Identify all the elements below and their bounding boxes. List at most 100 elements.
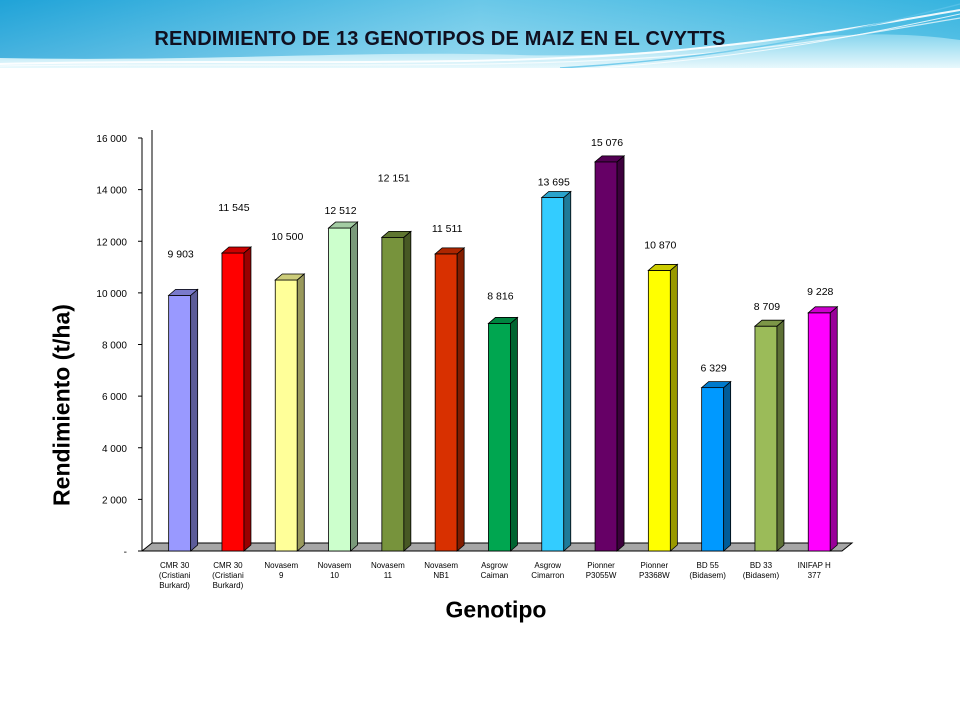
y-axis-label: Rendimiento (t/ha) (48, 304, 75, 506)
bar-front (168, 294, 192, 552)
bar-top (327, 221, 359, 229)
bar-side (403, 230, 412, 552)
bar-top (274, 273, 306, 281)
bar-value-label: 12 151 (378, 172, 410, 184)
x-tick-label: Caiman (481, 571, 509, 580)
x-tick-label: BD 55 (697, 561, 720, 570)
y-tick-label: 6 000 (102, 392, 127, 403)
x-tick-label: 10 (330, 571, 339, 580)
x-tick-label: INIFAP H (798, 561, 831, 570)
y-tick-label: 2 000 (102, 495, 127, 506)
bar-top (647, 264, 679, 271)
x-tick-label: (Bidasem) (689, 571, 726, 580)
x-tick-label: (Cristiani (212, 571, 244, 580)
bar-top (540, 191, 572, 198)
x-tick-label: Pionner (587, 561, 615, 570)
bar-value-label: 13 695 (538, 176, 570, 188)
bar-top (220, 246, 253, 254)
bar-top (593, 155, 626, 163)
bar-front (221, 252, 245, 552)
bar-side (776, 319, 785, 552)
bar-top (380, 230, 412, 238)
bar-front (541, 197, 565, 552)
x-tick-label: Pionner (641, 561, 669, 570)
x-tick-label: Asgrow (481, 561, 508, 570)
x-tick-label: NB1 (433, 571, 449, 580)
x-tick-label: Novasem (264, 561, 298, 570)
chart-value-labels: 9 903 11 545 10 500 12 512 12 151 11 511 8 816… (168, 137, 834, 375)
bar-value-label: 9 228 (807, 286, 833, 298)
bar-front (807, 312, 831, 552)
bar-front (381, 236, 405, 552)
bar-value-label: 8 816 (487, 290, 513, 302)
x-tick-label: 9 (279, 571, 284, 580)
bar-value-label: 12 512 (324, 205, 356, 217)
chart-bars (167, 154, 839, 552)
bar-front (647, 270, 671, 552)
bar-side (296, 273, 305, 552)
bar-front (754, 325, 778, 552)
bar-front (701, 387, 725, 552)
x-tick-label: Novasem (318, 561, 352, 570)
y-tick-label: - (124, 547, 127, 558)
bar-side (510, 316, 518, 552)
bar-top (700, 381, 732, 389)
bar-front (594, 161, 618, 552)
bar-side (190, 288, 199, 552)
bar-side (563, 190, 572, 552)
x-tick-label: Novasem (371, 561, 405, 570)
x-tick-label: 11 (384, 571, 393, 580)
bar-value-label: 6 329 (701, 363, 727, 375)
bar-side (723, 380, 732, 552)
bar-side (456, 247, 465, 552)
x-axis-label: Genotipo (445, 596, 547, 623)
y-tick-label: 14 000 (96, 186, 127, 197)
bar-value-label: 10 870 (644, 239, 676, 251)
x-tick-label: 377 (808, 571, 822, 580)
x-tick-label: P3368W (639, 571, 670, 580)
bar-top (807, 306, 839, 314)
x-tick-label: Burkard) (213, 581, 244, 590)
bar-side (350, 221, 358, 552)
header-banner (0, 0, 960, 68)
x-tick-label: P3055W (586, 571, 617, 580)
banner-wave-graphic (0, 0, 960, 68)
bar-side (243, 246, 252, 552)
y-tick-label: 12 000 (96, 237, 127, 248)
x-tick-label: (Bidasem) (743, 571, 780, 580)
bar-value-label: 11 545 (218, 202, 249, 214)
bar-value-label: 9 903 (168, 248, 194, 260)
bar-top (167, 288, 199, 296)
bar-top (487, 317, 519, 324)
bar-top (434, 247, 466, 255)
bar-front (488, 323, 511, 552)
bar-value-label: 15 076 (591, 137, 623, 149)
bar-side (669, 263, 678, 552)
page-title: RENDIMIENTO DE 13 GENOTIPOS DE MAIZ EN E… (0, 28, 960, 51)
x-tick-label: Asgrow (534, 561, 561, 570)
y-tick-label: 16 000 (96, 134, 127, 145)
y-tick-label: 10 000 (96, 289, 127, 300)
bar-value-label: 10 500 (271, 231, 303, 243)
x-tick-label: Cimarron (531, 571, 564, 580)
bar-value-label: 11 511 (432, 223, 463, 235)
bar-front (274, 279, 298, 552)
x-tick-label: (Cristiani (159, 571, 191, 580)
x-tick-label: Novasem (424, 561, 458, 570)
chart-y-tick-labels: - 2 000 4 000 6 000 8 000 10 000 12 000 14 000 1… (96, 134, 142, 558)
bar-top (753, 319, 786, 327)
x-tick-label: Burkard) (159, 581, 190, 590)
bar-side (829, 305, 838, 552)
y-tick-label: 4 000 (102, 444, 127, 455)
x-tick-label: CMR 30 (213, 561, 243, 570)
bar-value-label: 8 709 (754, 301, 780, 313)
page-title-text: RENDIMIENTO DE 13 GENOTIPOS DE MAIZ EN E… (154, 28, 726, 50)
bar-front (434, 253, 458, 552)
bar-side (616, 154, 625, 552)
y-tick-label: 8 000 (102, 341, 127, 352)
bar-front (328, 227, 351, 552)
x-tick-label: BD 33 (750, 561, 773, 570)
x-tick-label: CMR 30 (160, 561, 190, 570)
